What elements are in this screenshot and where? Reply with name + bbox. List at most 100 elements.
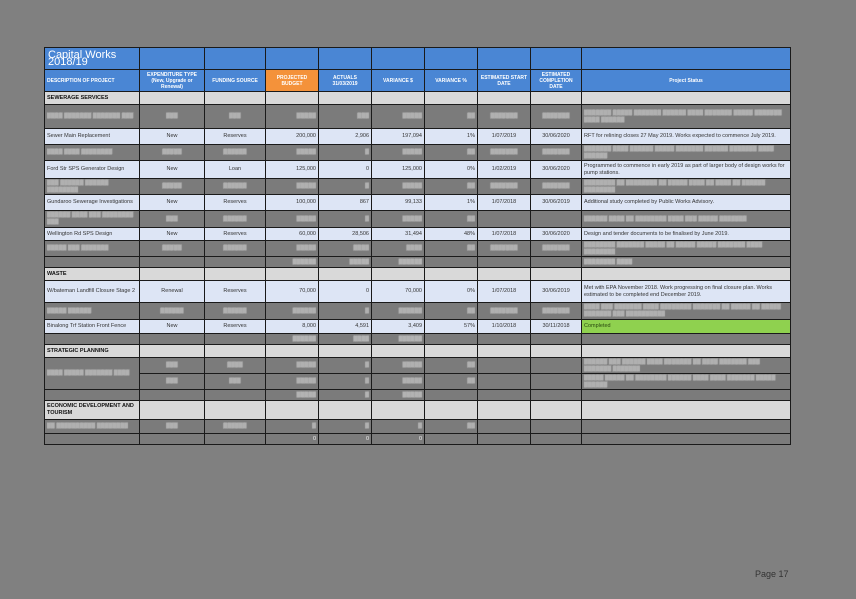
- cell-pct: 1%: [424, 128, 478, 145]
- cell-fund: Reserves: [204, 319, 266, 334]
- cell-actual: ▒: [318, 144, 372, 161]
- cell-end: ▒▒▒▒▒▒▒: [530, 104, 582, 129]
- header-variance-dollar: VARIANCE $: [371, 69, 425, 92]
- cell-var: ▒▒▒▒▒▒: [371, 302, 425, 320]
- table-row: Sewer Main Replacement New Reserves 200,000…: [44, 128, 791, 145]
- table-row: ▒▒▒▒▒ ▒▒▒ ▒▒▒▒▒▒▒ ▒▒▒▒▒ ▒▒▒▒▒▒ ▒▒▒▒▒ ▒▒▒▒ ▒▒▒…: [44, 240, 791, 257]
- header-projected-budget: PROJECTED BUDGET: [265, 69, 319, 92]
- cell-type: ▒▒▒: [139, 210, 205, 228]
- cell-var: 70,000: [371, 280, 425, 303]
- cell-actual: ▒: [318, 302, 372, 320]
- cell-pct: ▒▒: [424, 240, 478, 257]
- cell-status: ▒▒▒▒▒▒▒ ▒▒▒▒ ▒▒▒▒▒▒ ▒▒▒▒▒ ▒▒▒▒▒▒▒ ▒▒▒▒▒▒…: [581, 144, 791, 161]
- cell-desc: ▒▒▒▒ ▒▒▒▒ ▒▒▒▒▒▒▒▒: [44, 144, 140, 161]
- cell-desc: Sewer Main Replacement: [44, 128, 140, 145]
- cell-type: New: [139, 319, 205, 334]
- cell-status: ▒▒▒▒▒▒▒▒ ▒▒▒▒▒▒▒ ▒▒▒▒▒ ▒▒ ▒▒▒▒▒ ▒▒▒▒▒ ▒▒…: [581, 240, 791, 257]
- cell-actual: ▒▒▒: [318, 104, 372, 129]
- cell-status: ▒▒▒▒▒▒ ▒▒▒▒ ▒▒ ▒▒▒▒▒▒▒▒ ▒▒▒▒ ▒▒▒ ▒▒▒▒▒ ▒…: [581, 210, 791, 228]
- section-header-sewerage: SEWERAGE SERVICES: [44, 91, 791, 105]
- cell-pct: ▒▒: [424, 210, 478, 228]
- cell-start: 1/07/2018: [477, 194, 531, 211]
- cell-var: ▒▒▒▒▒: [371, 178, 425, 195]
- subtotal-row-strategic: ▒▒▒▒▒ ▒ ▒▒▒▒▒: [44, 389, 791, 401]
- cell-type: ▒▒▒▒▒: [139, 178, 205, 195]
- cell-start: ▒▒▒▒▒▒▒: [477, 144, 531, 161]
- title-row: Capital Works 2018/19: [44, 47, 791, 70]
- header-row: DESCRIPTION OF PROJECT EXPENDITURE TYPE …: [44, 69, 791, 92]
- cell-status: ▒▒▒▒ ▒▒▒ ▒▒▒▒▒▒▒ ▒▒▒▒ ▒▒▒▒▒▒▒▒ ▒▒▒▒▒▒▒ ▒…: [581, 302, 791, 320]
- cell-type: New: [139, 227, 205, 241]
- cell-start: [477, 210, 531, 228]
- cell-actual: 0: [318, 160, 372, 179]
- cell-actual: 28,506: [318, 227, 372, 241]
- cell-start: 1/10/2018: [477, 319, 531, 334]
- cell-budget: 200,000: [265, 128, 319, 145]
- cell-desc: Binalong Trf Station Front Fence: [44, 319, 140, 334]
- cell-desc: ▒▒▒▒▒▒ ▒▒▒▒ ▒▒▒ ▒▒▒▒▒▒▒▒ ▒▒▒: [44, 210, 140, 228]
- cell-pct: ▒▒: [424, 178, 478, 195]
- cell-fund: Reserves: [204, 128, 266, 145]
- cell-var: ▒▒▒▒▒: [371, 144, 425, 161]
- cell-type: ▒▒▒: [139, 104, 205, 129]
- cell-fund: ▒▒▒▒▒▒: [204, 240, 266, 257]
- section-header-strategic-planning: STRATEGIC PLANNING: [44, 344, 791, 358]
- cell-pct: 1%: [424, 194, 478, 211]
- cell-var: 31,494: [371, 227, 425, 241]
- table-row: ▒▒▒▒ ▒▒▒▒▒▒▒ ▒▒▒▒▒▒▒ ▒▒▒ ▒▒▒ ▒▒▒ ▒▒▒▒▒ ▒▒▒ ▒▒…: [44, 104, 791, 129]
- subtotal-row-sewerage: ▒▒▒▒▒▒ ▒▒▒▒▒ ▒▒▒▒▒▒ ▒▒▒▒▒▒▒▒ ▒▒▒▒: [44, 256, 791, 268]
- cell-budget: 70,000: [265, 280, 319, 303]
- cell-fund: Loan: [204, 160, 266, 179]
- cell-budget: ▒▒▒▒▒: [265, 240, 319, 257]
- cell-desc: ▒▒▒▒▒ ▒▒▒▒▒▒: [44, 302, 140, 320]
- cell-var: 125,000: [371, 160, 425, 179]
- cell-budget: ▒▒▒▒▒: [265, 178, 319, 195]
- cell-type: ▒▒▒▒▒: [139, 240, 205, 257]
- cell-status: Design and tender documents to be finali…: [581, 227, 791, 241]
- cell-var: 99,133: [371, 194, 425, 211]
- cell-pct: 0%: [424, 160, 478, 179]
- cell-budget: 60,000: [265, 227, 319, 241]
- cell-desc: ▒▒▒ ▒▒▒▒▒▒ ▒▒▒▒▒▒ ▒▒▒▒▒▒▒▒: [44, 178, 140, 195]
- header-variance-pct: VARIANCE %: [424, 69, 478, 92]
- cell-fund: ▒▒▒▒▒▒: [204, 302, 266, 320]
- cell-budget: 125,000: [265, 160, 319, 179]
- header-expenditure-type: EXPENDITURE TYPE (New, Upgrade or Renewa…: [139, 69, 205, 92]
- cell-pct: ▒▒: [424, 302, 478, 320]
- cell-start: 1/07/2018: [477, 280, 531, 303]
- cell-actual: 867: [318, 194, 372, 211]
- table-row: ▒▒▒ ▒▒▒▒▒▒ ▒▒▒▒▒▒ ▒▒▒▒▒▒▒▒ ▒▒▒▒▒ ▒▒▒▒▒▒ ▒▒▒…: [44, 178, 791, 195]
- cell-status: Met with EPA November 2018. Work progres…: [581, 280, 791, 303]
- header-funding-source: FUNDING SOURCE: [204, 69, 266, 92]
- cell-fund: Reserves: [204, 227, 266, 241]
- cell-budget: ▒▒▒▒▒: [265, 144, 319, 161]
- table-row: ▒▒▒▒▒▒ ▒▒▒▒ ▒▒▒ ▒▒▒▒▒▒▒▒ ▒▒▒ ▒▒▒ ▒▒▒▒▒▒ ▒▒▒…: [44, 210, 791, 228]
- table-row: Wellington Rd SPS Design New Reserves 60,00…: [44, 227, 791, 241]
- cell-budget: ▒▒▒▒▒▒: [265, 302, 319, 320]
- cell-actual: 2,906: [318, 128, 372, 145]
- cell-start: ▒▒▒▒▒▒▒: [477, 178, 531, 195]
- cell-desc: W/bateman Landfill Closure Stage 2: [44, 280, 140, 303]
- cell-var: ▒▒▒▒▒: [371, 104, 425, 129]
- header-status: Project Status: [581, 69, 791, 92]
- cell-pct: ▒▒: [424, 144, 478, 161]
- capital-works-table: Capital Works 2018/19 DESCRIPTION OF PRO…: [44, 47, 791, 445]
- cell-end: [530, 210, 582, 228]
- table-row: ▒▒ ▒▒▒▒▒▒▒▒▒▒ ▒▒▒▒▒▒▒▒ ▒▒▒ ▒▒▒▒▒▒ ▒ ▒ ▒ …: [44, 419, 791, 434]
- cell-budget: ▒▒▒▒▒: [265, 104, 319, 129]
- cell-status: Completed: [581, 319, 791, 334]
- cell-status: ▒▒▒▒▒▒▒ ▒▒▒▒▒ ▒▒▒▒▒▒▒ ▒▒▒▒▒▒ ▒▒▒▒ ▒▒▒▒▒▒…: [581, 104, 791, 129]
- cell-type: New: [139, 194, 205, 211]
- cell-fund: ▒▒▒▒▒▒: [204, 210, 266, 228]
- table-row: ▒▒▒▒▒ ▒▒▒▒▒▒ ▒▒▒▒▒▒ ▒▒▒▒▒▒ ▒▒▒▒▒▒ ▒ ▒▒▒▒▒▒ ▒▒ ▒…: [44, 302, 791, 320]
- cell-fund: Reserves: [204, 194, 266, 211]
- cell-var: ▒▒▒▒▒: [371, 210, 425, 228]
- cell-fund: Reserves: [204, 280, 266, 303]
- header-description: DESCRIPTION OF PROJECT: [44, 69, 140, 92]
- cell-var: ▒▒▒▒: [371, 240, 425, 257]
- cell-type: ▒▒▒▒▒▒: [139, 302, 205, 320]
- cell-actual: ▒▒▒▒: [318, 240, 372, 257]
- cell-pct: 0%: [424, 280, 478, 303]
- cell-status: ▒▒▒▒▒▒▒▒ ▒▒ ▒▒▒▒▒▒▒▒ ▒▒ ▒▒▒▒▒ ▒▒▒▒ ▒▒ ▒▒…: [581, 178, 791, 195]
- cell-pct: ▒▒: [424, 104, 478, 129]
